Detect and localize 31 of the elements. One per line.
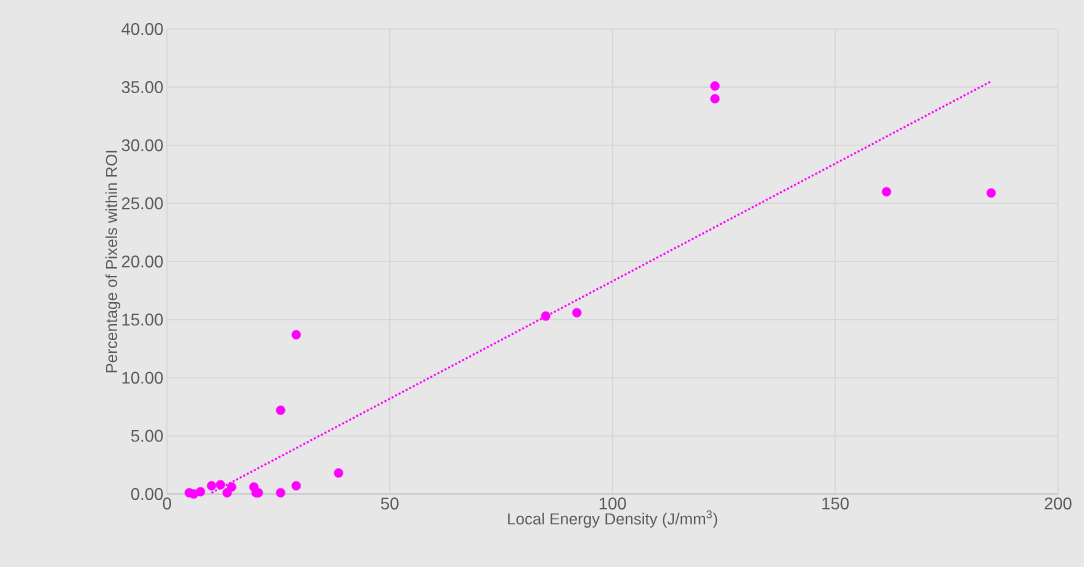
point — [572, 307, 582, 318]
point — [986, 188, 996, 198]
point — [215, 479, 226, 490]
y-tick-label: 20.00 — [121, 255, 163, 268]
point — [206, 481, 217, 491]
x-tick-label: 150 — [822, 497, 849, 510]
y-tick-label: 40.00 — [121, 22, 163, 35]
point — [291, 330, 301, 340]
point — [291, 481, 301, 491]
point — [195, 486, 206, 497]
y-tick-label: 5.00 — [131, 429, 163, 442]
y-tick-label: 10.00 — [122, 371, 163, 384]
x-tick-label: 200 — [1044, 497, 1072, 510]
point — [275, 488, 286, 498]
point — [226, 482, 237, 492]
x-tick-label: 50 — [381, 497, 399, 510]
y-tick-label: 15.00 — [122, 313, 163, 326]
y-tick-label: 35.00 — [121, 81, 163, 94]
point — [710, 94, 720, 104]
point — [881, 187, 892, 197]
point — [275, 405, 286, 415]
y-tick-label: 30.00 — [121, 139, 163, 152]
x-tick-label: 100 — [599, 497, 626, 510]
y-tick-label: 25.00 — [121, 197, 163, 210]
y-tick-label: 0.00 — [131, 487, 163, 500]
x-axis-title: Local Energy Density (J/mm$^{3}$) — [508, 510, 718, 528]
x-tick-label: 0 — [162, 497, 172, 510]
y-axis-title: Percentage of Pixels within ROI — [105, 150, 121, 373]
point — [710, 81, 720, 91]
point — [333, 468, 344, 478]
point — [540, 311, 551, 321]
